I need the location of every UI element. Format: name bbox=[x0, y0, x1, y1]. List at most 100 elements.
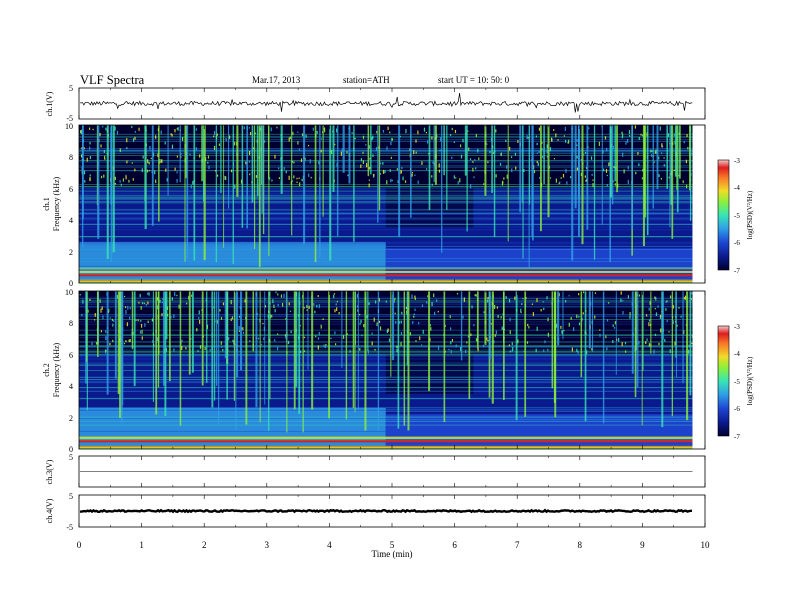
noise-speckle bbox=[89, 146, 91, 150]
noise-speckle bbox=[510, 156, 513, 159]
sferic-line bbox=[114, 291, 117, 379]
noise-speckle bbox=[463, 297, 466, 300]
noise-speckle bbox=[360, 164, 362, 168]
sferic-line bbox=[224, 291, 227, 359]
noise-speckle bbox=[134, 130, 136, 133]
noise-speckle bbox=[411, 294, 413, 299]
noise-speckle bbox=[132, 138, 135, 142]
noise-speckle bbox=[578, 293, 580, 296]
ch1-waveform-ylabel: ch.1(V) bbox=[45, 91, 54, 116]
frequency-line bbox=[79, 351, 693, 352]
sferic-line bbox=[353, 125, 355, 242]
noise-speckle bbox=[225, 176, 227, 181]
noise-speckle bbox=[134, 168, 136, 172]
noise-speckle bbox=[451, 127, 453, 131]
sferic-line bbox=[252, 291, 255, 352]
frequency-line bbox=[79, 345, 693, 346]
noise-speckle bbox=[421, 304, 424, 308]
noise-speckle bbox=[382, 130, 384, 133]
noise-speckle bbox=[455, 344, 457, 348]
noise-speckle bbox=[421, 161, 423, 165]
frequency-line bbox=[79, 370, 693, 372]
frequency-line bbox=[79, 304, 693, 305]
noise-speckle bbox=[432, 161, 434, 164]
noise-speckle bbox=[540, 308, 542, 312]
noise-speckle bbox=[305, 134, 307, 138]
sferic-line bbox=[644, 125, 647, 218]
noise-speckle bbox=[170, 133, 172, 136]
noise-speckle bbox=[487, 296, 489, 300]
noise-speckle bbox=[576, 139, 578, 142]
noise-speckle bbox=[487, 299, 489, 303]
sferic-line bbox=[293, 291, 296, 410]
sferic-line bbox=[367, 291, 369, 352]
noise-speckle bbox=[414, 295, 416, 299]
noise-speckle bbox=[384, 170, 386, 174]
noise-speckle bbox=[125, 309, 127, 314]
noise-speckle bbox=[648, 343, 650, 347]
noise-speckle bbox=[128, 339, 130, 342]
noise-speckle bbox=[239, 315, 241, 318]
noise-speckle bbox=[199, 319, 201, 324]
sferic-line bbox=[354, 291, 356, 413]
noise-speckle bbox=[453, 175, 455, 179]
ch2-spectrogram-image bbox=[79, 291, 705, 449]
noise-speckle bbox=[255, 175, 258, 178]
noise-speckle bbox=[289, 136, 291, 139]
frequency-line bbox=[79, 298, 693, 300]
noise-speckle bbox=[433, 293, 435, 298]
noise-speckle bbox=[80, 131, 82, 134]
noise-speckle bbox=[591, 173, 593, 176]
noise-speckle bbox=[271, 179, 273, 182]
sferic-line bbox=[151, 125, 154, 226]
noise-speckle bbox=[627, 179, 629, 185]
noise-speckle bbox=[325, 343, 327, 346]
noise-speckle bbox=[273, 304, 275, 309]
noise-speckle bbox=[342, 335, 345, 339]
sferic-line bbox=[251, 125, 254, 203]
frequency-line bbox=[79, 353, 693, 355]
noise-speckle bbox=[653, 349, 655, 354]
sferic-line bbox=[215, 291, 218, 386]
noise-speckle bbox=[111, 318, 114, 321]
sferic-line bbox=[97, 125, 100, 239]
ch1-colorbar-gradient bbox=[717, 159, 730, 271]
noise-speckle bbox=[380, 162, 382, 165]
noise-speckle bbox=[248, 160, 251, 163]
noise-speckle bbox=[148, 161, 150, 165]
noise-speckle bbox=[497, 314, 499, 318]
noise-speckle bbox=[160, 159, 162, 163]
noise-speckle bbox=[669, 349, 671, 354]
sferic-line bbox=[164, 291, 167, 417]
noise-speckle bbox=[659, 314, 662, 319]
sferic-line bbox=[239, 291, 243, 371]
noise-speckle bbox=[161, 313, 163, 317]
noise-speckle bbox=[174, 291, 176, 296]
ch4-ytick-top: 5 bbox=[69, 492, 73, 501]
noise-speckle bbox=[614, 321, 617, 325]
bright-band bbox=[79, 279, 693, 282]
sferic-line bbox=[144, 125, 147, 230]
sferic-line bbox=[106, 125, 109, 260]
noise-speckle bbox=[336, 128, 338, 133]
sferic-line bbox=[493, 125, 496, 238]
sferic-line bbox=[133, 291, 136, 387]
noise-speckle bbox=[81, 147, 83, 150]
bright-band bbox=[79, 437, 693, 439]
noise-speckle bbox=[686, 134, 688, 138]
frequency-line bbox=[79, 170, 693, 172]
noise-speckle bbox=[430, 327, 432, 331]
sferic-line bbox=[255, 291, 258, 408]
sferic-line bbox=[391, 291, 395, 361]
noise-speckle bbox=[137, 319, 139, 322]
noise-speckle bbox=[207, 155, 210, 159]
noise-speckle bbox=[477, 348, 479, 352]
noise-speckle bbox=[503, 177, 505, 180]
noise-speckle bbox=[125, 174, 127, 177]
noise-speckle bbox=[612, 145, 614, 150]
noise-speckle bbox=[297, 141, 299, 145]
noise-speckle bbox=[661, 143, 663, 148]
noise-speckle bbox=[92, 128, 94, 131]
frequency-line bbox=[79, 218, 693, 220]
noise-speckle bbox=[625, 141, 627, 145]
